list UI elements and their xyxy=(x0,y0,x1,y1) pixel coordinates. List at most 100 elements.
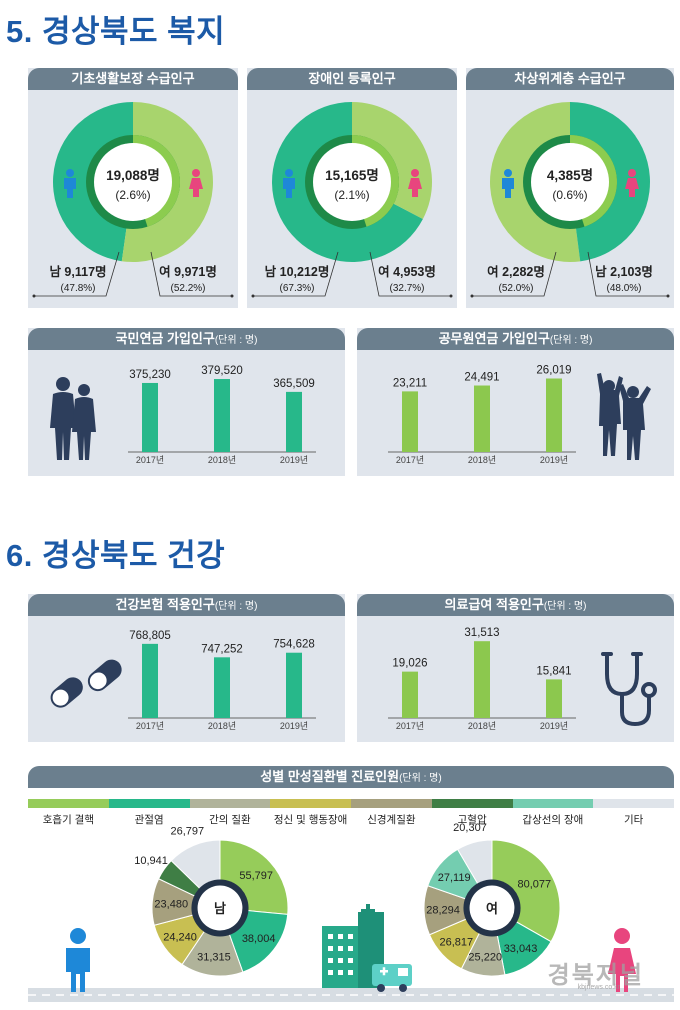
watermark-logo: 경북저널 xyxy=(547,962,644,989)
series-pct: (48.0%) xyxy=(606,283,641,294)
slice-value-label: 20,307 xyxy=(453,822,487,834)
legend-labels: 호흡기 결핵 관절염 간의 질환 정신 및 행동장애 신경계질환 고혈압 갑상선의 장애 기타 xyxy=(28,812,674,827)
bar xyxy=(546,679,562,718)
bar-value-label: 379,520 xyxy=(201,365,243,377)
leader-dot xyxy=(470,294,474,298)
stethoscope-icon xyxy=(601,652,657,727)
legend-swatch xyxy=(270,799,351,808)
panel-title: 기초생활보장 수급인구 xyxy=(28,68,238,90)
panel-civil-pension: 공무원연금 가입인구(단위 : 명) 23,211 2017년 24,491 2018… xyxy=(357,328,674,476)
series-label: 남 2,103명 xyxy=(595,264,653,279)
panel-disabled: 장애인 등록인구 15,165명 (2.1%) 남 10,212명 (67.3%) 여 … xyxy=(247,68,457,308)
legend-color-bar xyxy=(28,799,674,808)
series-label: 남 10,212명 xyxy=(265,264,330,279)
legend-label: 호흡기 결핵 xyxy=(42,814,94,826)
bar xyxy=(142,643,158,718)
leader-dot xyxy=(32,294,36,298)
legend-label: 관절염 xyxy=(134,814,164,826)
male-icon xyxy=(283,169,295,198)
section-title-welfare: 5. 경상북도 복지 xyxy=(6,14,226,49)
leader-dot xyxy=(230,294,234,298)
slice-value-label: 80,077 xyxy=(518,878,552,890)
donut-total: 15,165명 xyxy=(325,167,379,183)
bar-value-label: 15,841 xyxy=(536,665,571,677)
bar xyxy=(214,657,230,718)
donut-hole xyxy=(469,885,515,931)
slice-value-label: 23,480 xyxy=(154,898,188,910)
panel-title: 국민연금 가입인구(단위 : 명) xyxy=(28,328,345,350)
leader-line-left xyxy=(34,251,120,297)
slice-value-label: 26,817 xyxy=(439,937,473,949)
slice-value-label: 33,043 xyxy=(504,943,538,955)
bar xyxy=(546,378,562,452)
donut-center-label: 남 xyxy=(214,901,226,916)
x-tick-label: 2017년 xyxy=(396,455,424,465)
series-label: 여 4,953명 xyxy=(378,264,436,279)
x-tick-label: 2017년 xyxy=(136,721,164,731)
legend-label: 간의 질환 xyxy=(209,814,251,826)
x-tick-label: 2017년 xyxy=(396,721,424,731)
x-tick-label: 2018년 xyxy=(208,721,236,731)
panel-medical-aid: 의료급여 적용인구(단위 : 명) 19,026 2017년 31,513 2018년… xyxy=(357,594,674,742)
legend-swatch xyxy=(108,799,190,808)
panel-title: 차상위계층 수급인구 xyxy=(466,68,674,90)
series-pct: (67.3%) xyxy=(279,283,314,294)
slice-value-label: 31,315 xyxy=(197,952,231,964)
leader-dot xyxy=(251,294,255,298)
slice-value-label: 26,797 xyxy=(170,826,204,838)
bar xyxy=(142,382,158,452)
bar xyxy=(402,391,418,452)
slice-value-label: 55,797 xyxy=(239,870,273,882)
bar-value-label: 26,019 xyxy=(536,365,571,377)
legend-swatch xyxy=(189,799,271,808)
x-tick-label: 2019년 xyxy=(280,455,308,465)
male-icon xyxy=(64,169,76,198)
ambulance-icon xyxy=(372,964,412,992)
legend-label: 정신 및 행동장애 xyxy=(273,814,348,826)
bar xyxy=(286,652,302,718)
legend-swatch xyxy=(431,799,513,808)
bar-value-label: 19,026 xyxy=(392,658,427,670)
leader-line-right xyxy=(150,251,232,297)
pills-icon xyxy=(50,659,122,708)
hospital-building-icon xyxy=(322,904,384,988)
slice-value-label: 28,294 xyxy=(426,905,460,917)
bar-value-label: 768,805 xyxy=(129,630,171,642)
x-tick-label: 2018년 xyxy=(208,455,236,465)
bar-chart-health-insurance: 768,805 2017년 747,252 2018년 754,628 2019년 xyxy=(50,630,316,731)
panel-basic-living: 기초생활보장 수급인구 19,088명 (2.6%) 남 9,117명 (47.8%)… xyxy=(28,68,238,308)
donut-total: 19,088명 xyxy=(106,167,160,183)
series-label: 여 2,282명 xyxy=(487,264,545,279)
leader-dot xyxy=(449,294,453,298)
x-tick-label: 2019년 xyxy=(540,455,568,465)
leader-line-left xyxy=(253,251,339,297)
bar-chart-civil-pension: 23,211 2017년 24,491 2018년 26,019 2019년 xyxy=(388,365,651,465)
series-label: 남 9,117명 xyxy=(49,264,106,279)
legend-swatch xyxy=(28,799,109,808)
male-icon xyxy=(502,169,514,198)
panel-national-pension: 국민연금 가입인구(단위 : 명) 375,230 2017년 379,520 201… xyxy=(28,328,345,476)
bar-value-label: 31,513 xyxy=(464,627,499,639)
donut-chart-disabled: 15,165명 (2.1%) 남 10,212명 (67.3%) 여 4,953명 (32… xyxy=(251,102,453,298)
slice-value-label: 25,220 xyxy=(468,951,502,963)
panel-health-insurance: 건강보험 적용인구(단위 : 명) 768,805 2017년 747,252 201… xyxy=(28,594,345,742)
donut-chart-basic-living: 19,088명 (2.6%) 남 9,117명 (47.8%) 여 9,971명 (52.… xyxy=(32,102,234,298)
donut-hole xyxy=(197,885,243,931)
bar-chart-medical-aid: 19,026 2017년 31,513 2018년 15,841 2019년 xyxy=(388,627,657,731)
section-title-health: 6. 경상북도 건강 xyxy=(6,538,226,573)
legend-swatch xyxy=(593,799,674,808)
legend-swatch xyxy=(512,799,594,808)
donut-center-label: 여 xyxy=(486,901,498,916)
watermark-url: kbjnews.co.kr xyxy=(577,984,620,991)
bar xyxy=(474,641,490,718)
panel-title: 의료급여 적용인구(단위 : 명) xyxy=(357,594,674,616)
x-tick-label: 2017년 xyxy=(136,455,164,465)
female-figure-icon xyxy=(608,928,636,992)
donut-center xyxy=(531,143,609,221)
panel-title: 장애인 등록인구 xyxy=(247,68,457,90)
bar xyxy=(474,385,490,452)
x-tick-label: 2019년 xyxy=(540,721,568,731)
slice-value-label: 38,004 xyxy=(242,933,276,945)
slice-value-label: 24,240 xyxy=(163,931,197,943)
female-icon xyxy=(408,169,422,197)
